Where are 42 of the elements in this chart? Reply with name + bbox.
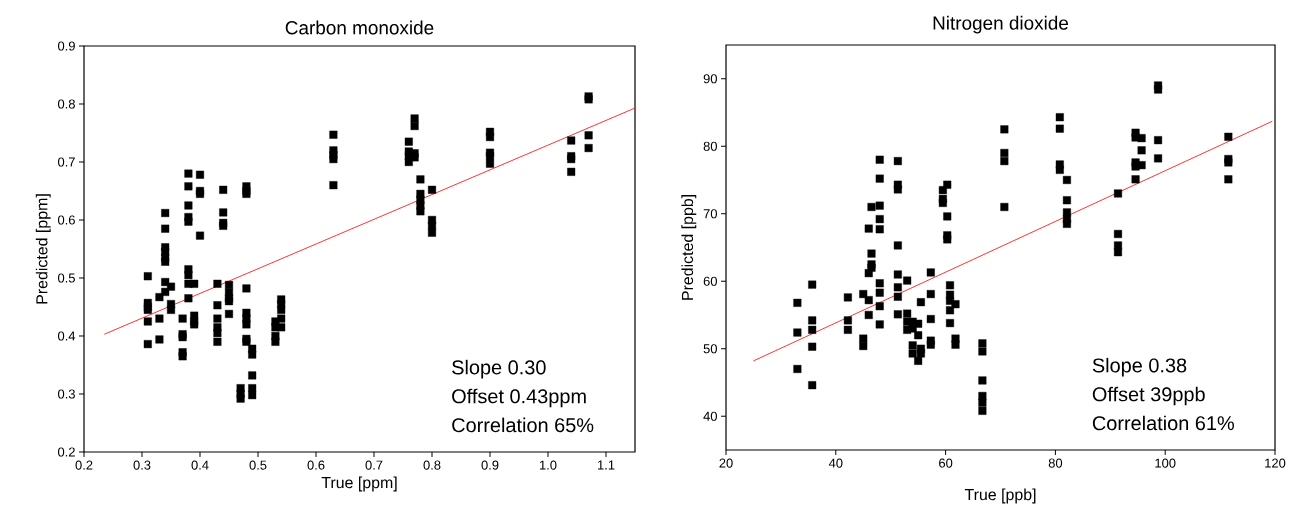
y-tick-label: 70 [703,209,717,219]
x-axis-title: True [ppm] [321,476,397,492]
y-tick-label: 0.2 [57,447,75,457]
x-tick-label: 0.3 [133,460,151,470]
chart-title: Carbon monoxide [285,20,434,35]
y-tick-label: 0.5 [57,273,75,283]
y-axis-title: Predicted [ppb] [681,195,697,300]
x-tick-label: 0.8 [423,460,441,470]
y-tick-label: 60 [703,276,717,286]
x-tick-label: 0.7 [365,460,383,470]
x-axis-title: True [ppb] [964,488,1036,504]
y-tick-label: 0.4 [57,331,76,341]
annotation: Offset 39ppb [1092,386,1205,406]
x-tick-label: 1.0 [539,460,557,470]
y-tick-label: 0.6 [57,215,75,225]
y-tick-label: 0.8 [57,99,75,109]
annotation: Slope 0.38 [1092,357,1187,377]
y-tick-label: 90 [703,74,717,84]
annotation: Offset 0.43ppm [452,388,586,408]
x-tick-label: 0.5 [249,460,267,470]
y-tick-label: 0.9 [57,41,75,51]
chart-title: Nitrogen dioxide [933,15,1069,34]
annotation: Correlation 65% [452,417,594,433]
x-tick-label: 60 [939,458,953,468]
y-tick-label: 40 [703,411,717,421]
x-tick-label: 100 [1155,458,1176,468]
x-tick-label: 1.1 [597,460,615,470]
x-tick-label: 80 [1048,458,1063,468]
x-tick-label: 0.4 [191,460,209,470]
annotation: Slope 0.30 [452,359,546,379]
y-tick-label: 50 [703,344,717,354]
x-tick-label: 120 [1265,458,1286,468]
annotation: Correlation 61% [1092,415,1234,431]
x-tick-label: 0.6 [307,460,325,470]
x-tick-label: 0.9 [481,460,499,470]
y-tick-label: 80 [703,141,717,151]
x-tick-label: 40 [828,458,843,468]
x-tick-label: 0.2 [75,460,93,470]
y-axis-title: Predicted [ppm] [35,194,51,304]
y-tick-label: 0.3 [57,389,75,399]
x-tick-label: 20 [719,458,733,468]
y-tick-label: 0.7 [57,157,75,167]
